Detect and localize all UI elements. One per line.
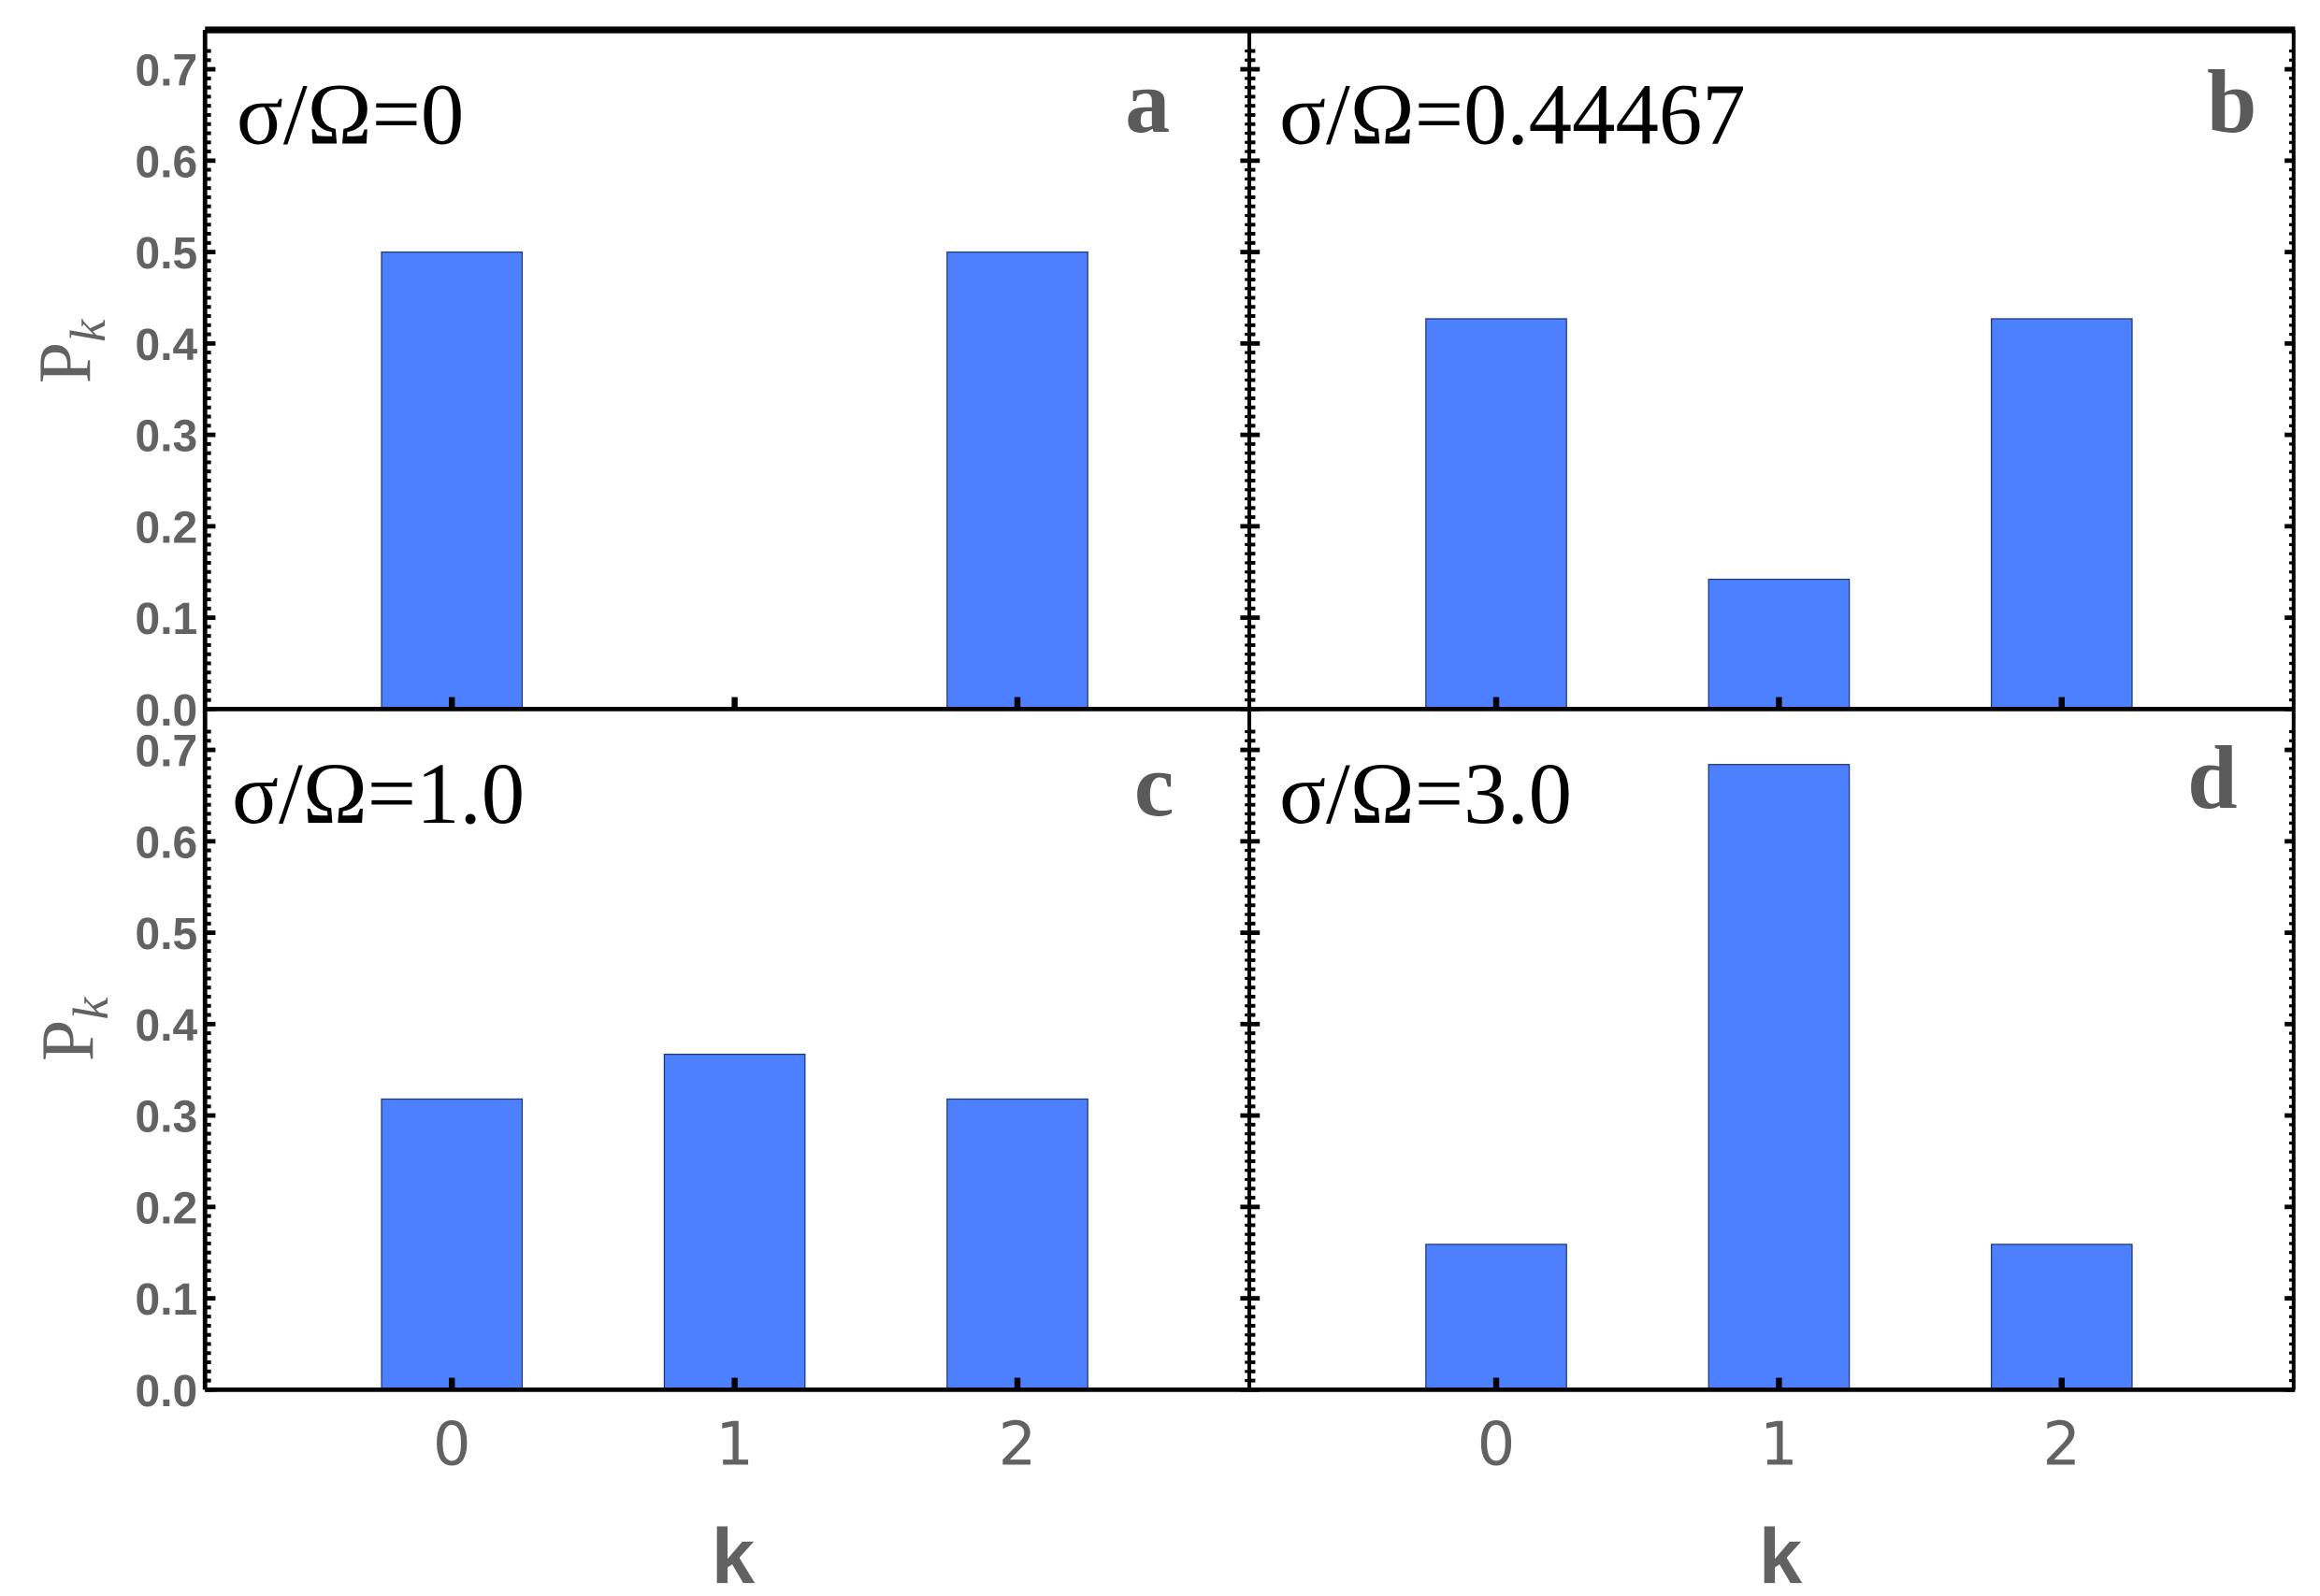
y-tick-label: 0.2 <box>136 1184 198 1233</box>
x-tick-label: 0 <box>433 1410 471 1479</box>
x-tick-label: 2 <box>2042 1410 2081 1479</box>
y-tick-label: 0.5 <box>136 229 198 279</box>
y-tick-label: 0.5 <box>136 910 198 959</box>
x-tick-label: 1 <box>715 1410 754 1479</box>
y-tick-label: 0.3 <box>136 412 198 462</box>
bar-k2 <box>1990 1244 2133 1391</box>
x-tick-label: 0 <box>1477 1410 1516 1479</box>
y-tick-label: 0.1 <box>136 1275 198 1325</box>
bar-k1 <box>663 1053 806 1391</box>
svg-text:Pk: Pk <box>24 319 116 383</box>
y-axis-title-bottom: Pk <box>27 997 119 1061</box>
bar-k0 <box>1425 318 1567 711</box>
y-tick-label: 0.7 <box>136 727 198 777</box>
annotation-panel-b: σ/Ω=0.44467 <box>1279 67 1746 164</box>
y-tick-label: 0.0 <box>136 1367 198 1416</box>
annotation-panel-d: σ/Ω=3.0 <box>1279 746 1572 842</box>
y-tick-label: 0.4 <box>136 1001 198 1051</box>
panel-letter-a: a <box>1125 51 1170 151</box>
panel-letter-c: c <box>1134 735 1174 835</box>
bar-k0 <box>1425 1244 1567 1391</box>
y-tick-label: 0.0 <box>136 686 198 736</box>
x-axis-title-left: k <box>712 1513 756 1596</box>
y-tick-label: 0.3 <box>136 1093 198 1143</box>
bar-k2 <box>1990 318 2133 711</box>
annotation-panel-a: σ/Ω=0 <box>237 67 464 164</box>
x-axis-title-right: k <box>1759 1513 1803 1596</box>
panel-letter-b: b <box>2207 51 2256 151</box>
x-tick-label: 1 <box>1760 1410 1798 1479</box>
bar-k1 <box>1708 764 1851 1391</box>
panel-c: 0.0 0.1 0.2 0.3 0.4 0.5 0.6 0.7 0 1 2 <box>136 727 1250 1479</box>
y-tick-label: 0.7 <box>136 47 198 96</box>
y-axis-title-top: Pk <box>24 319 116 383</box>
bar-k1 <box>1708 578 1851 711</box>
bar-k0 <box>381 1098 524 1391</box>
panel-letter-d: d <box>2187 727 2237 827</box>
y-tick-label: 0.6 <box>136 137 198 187</box>
y-tick-label: 0.2 <box>136 503 198 553</box>
bar-k0 <box>381 251 524 711</box>
x-tick-label: 2 <box>999 1410 1037 1479</box>
bar-k2 <box>946 251 1088 711</box>
y-tick-label: 0.6 <box>136 818 198 868</box>
svg-text:Pk: Pk <box>27 997 119 1061</box>
panels: 0.00.10.20.30.40.50.60.70.00.10.20.30.40… <box>136 47 2294 1479</box>
annotation-panel-c: σ/Ω=1.0 <box>232 746 525 842</box>
y-tick-label: 0.4 <box>136 321 198 370</box>
panel-d: 0 1 2 <box>1249 729 2294 1479</box>
y-tick-label: 0.1 <box>136 595 198 644</box>
frame <box>202 26 2296 1392</box>
bar-k2 <box>946 1098 1088 1391</box>
